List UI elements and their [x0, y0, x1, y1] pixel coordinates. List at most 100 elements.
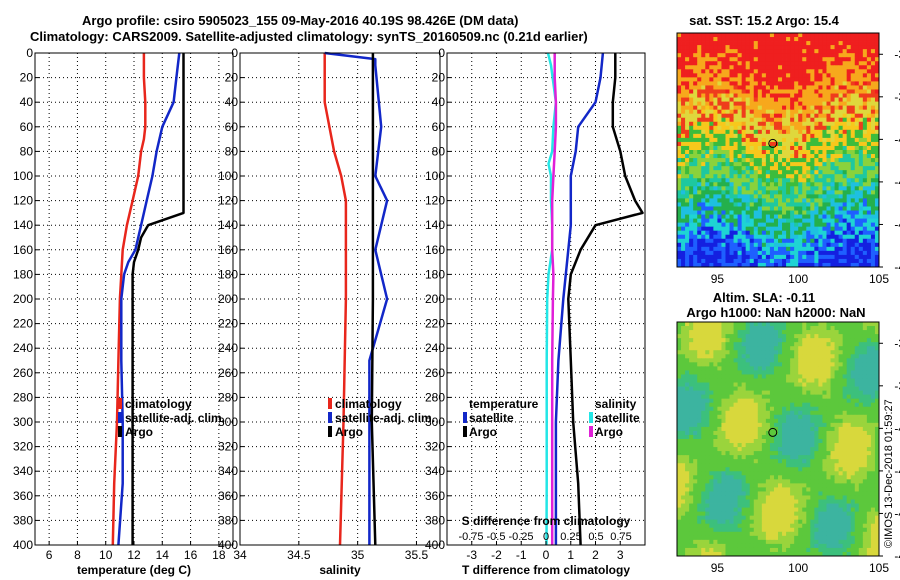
map-cell — [810, 390, 815, 396]
map-cell — [733, 37, 738, 42]
map-cell — [826, 133, 831, 139]
map-cell — [810, 53, 815, 58]
map-cell — [721, 358, 726, 363]
map-cell — [737, 238, 743, 244]
map-cell — [818, 439, 823, 444]
map-cell — [830, 129, 835, 135]
map-cell — [778, 226, 783, 232]
map-cell — [806, 218, 811, 224]
map-cell — [713, 158, 718, 163]
map-cell — [677, 418, 682, 424]
map-cell — [697, 234, 702, 240]
map-cell — [834, 370, 839, 375]
map-cell — [830, 33, 835, 38]
map-cell — [846, 117, 852, 123]
sla-map-title-line2: Argo h1000: NaN h2000: NaN — [686, 305, 865, 320]
map-cell — [745, 170, 751, 175]
map-cell — [749, 455, 755, 460]
map-cell — [709, 85, 714, 90]
map-cell — [681, 210, 686, 215]
map-cell — [802, 330, 807, 335]
map-cell — [713, 129, 718, 135]
map-cell — [822, 398, 827, 404]
map-cell — [681, 326, 686, 331]
map-cell — [689, 150, 694, 155]
map-cell — [757, 390, 763, 396]
map-cell — [786, 422, 791, 428]
map-cell — [786, 358, 791, 363]
map-cell — [729, 190, 734, 195]
map-cell — [818, 390, 823, 396]
map-cell — [749, 382, 755, 387]
map-cell — [874, 57, 880, 62]
map-cell — [778, 230, 783, 236]
map-cell — [858, 109, 864, 115]
map-cell — [818, 330, 823, 335]
map-cell — [842, 386, 848, 391]
map-cell — [733, 362, 738, 367]
map-cell — [725, 330, 730, 335]
map-cell — [814, 250, 819, 256]
map-cell — [798, 97, 803, 102]
map-cell — [810, 210, 815, 215]
map-cell — [846, 89, 852, 94]
map-cell — [866, 338, 872, 343]
map-cell — [709, 190, 714, 195]
map-cell — [757, 85, 763, 90]
map-cell — [786, 154, 791, 159]
map-cell — [830, 418, 835, 424]
map-cell — [814, 73, 819, 78]
map-cell — [761, 45, 767, 50]
map-cell — [745, 89, 751, 94]
map-cell — [761, 330, 767, 335]
map-cell — [790, 37, 795, 42]
map-cell — [850, 418, 856, 424]
map-cell — [806, 402, 811, 408]
map-cell — [713, 174, 718, 179]
map-cell — [709, 366, 714, 371]
map-cell — [818, 154, 823, 159]
map-cell — [846, 254, 852, 260]
map-cell — [870, 81, 876, 86]
map-cell — [713, 398, 718, 404]
map-cell — [737, 342, 743, 347]
map-cell — [705, 246, 710, 252]
map-cell — [713, 338, 718, 343]
map-cell — [854, 206, 860, 211]
map-cell — [757, 242, 763, 248]
map-cell — [773, 218, 779, 224]
map-cell — [802, 45, 807, 50]
map-cell — [761, 386, 767, 391]
map-cell — [701, 141, 706, 147]
map-cell — [842, 137, 848, 143]
map-cell — [717, 394, 722, 400]
map-cell — [842, 451, 848, 456]
map-cell — [701, 194, 706, 199]
map-cell — [814, 350, 819, 355]
map-cell — [842, 154, 848, 159]
map-cell — [838, 439, 844, 444]
map-cell — [826, 342, 831, 347]
map-cell — [685, 258, 690, 264]
map-cell — [709, 133, 714, 139]
map-cell — [842, 41, 848, 46]
map-cell — [830, 242, 835, 248]
map-cell — [765, 334, 771, 339]
map-cell — [745, 394, 751, 400]
depth-tick-label: 220 — [425, 317, 445, 331]
map-cell — [757, 186, 763, 191]
map-cell — [850, 246, 856, 252]
map-cell — [826, 33, 831, 38]
map-cell — [693, 242, 698, 248]
legend-label: climatology — [125, 397, 192, 411]
map-cell — [709, 406, 714, 412]
map-cell — [874, 370, 880, 375]
map-cell — [830, 41, 835, 46]
map-cell — [810, 374, 815, 379]
map-cell — [745, 414, 751, 420]
map-cell — [794, 194, 799, 199]
map-cell — [818, 182, 823, 187]
map-cell — [713, 342, 718, 347]
map-cell — [701, 61, 706, 66]
map-cell — [778, 451, 783, 456]
